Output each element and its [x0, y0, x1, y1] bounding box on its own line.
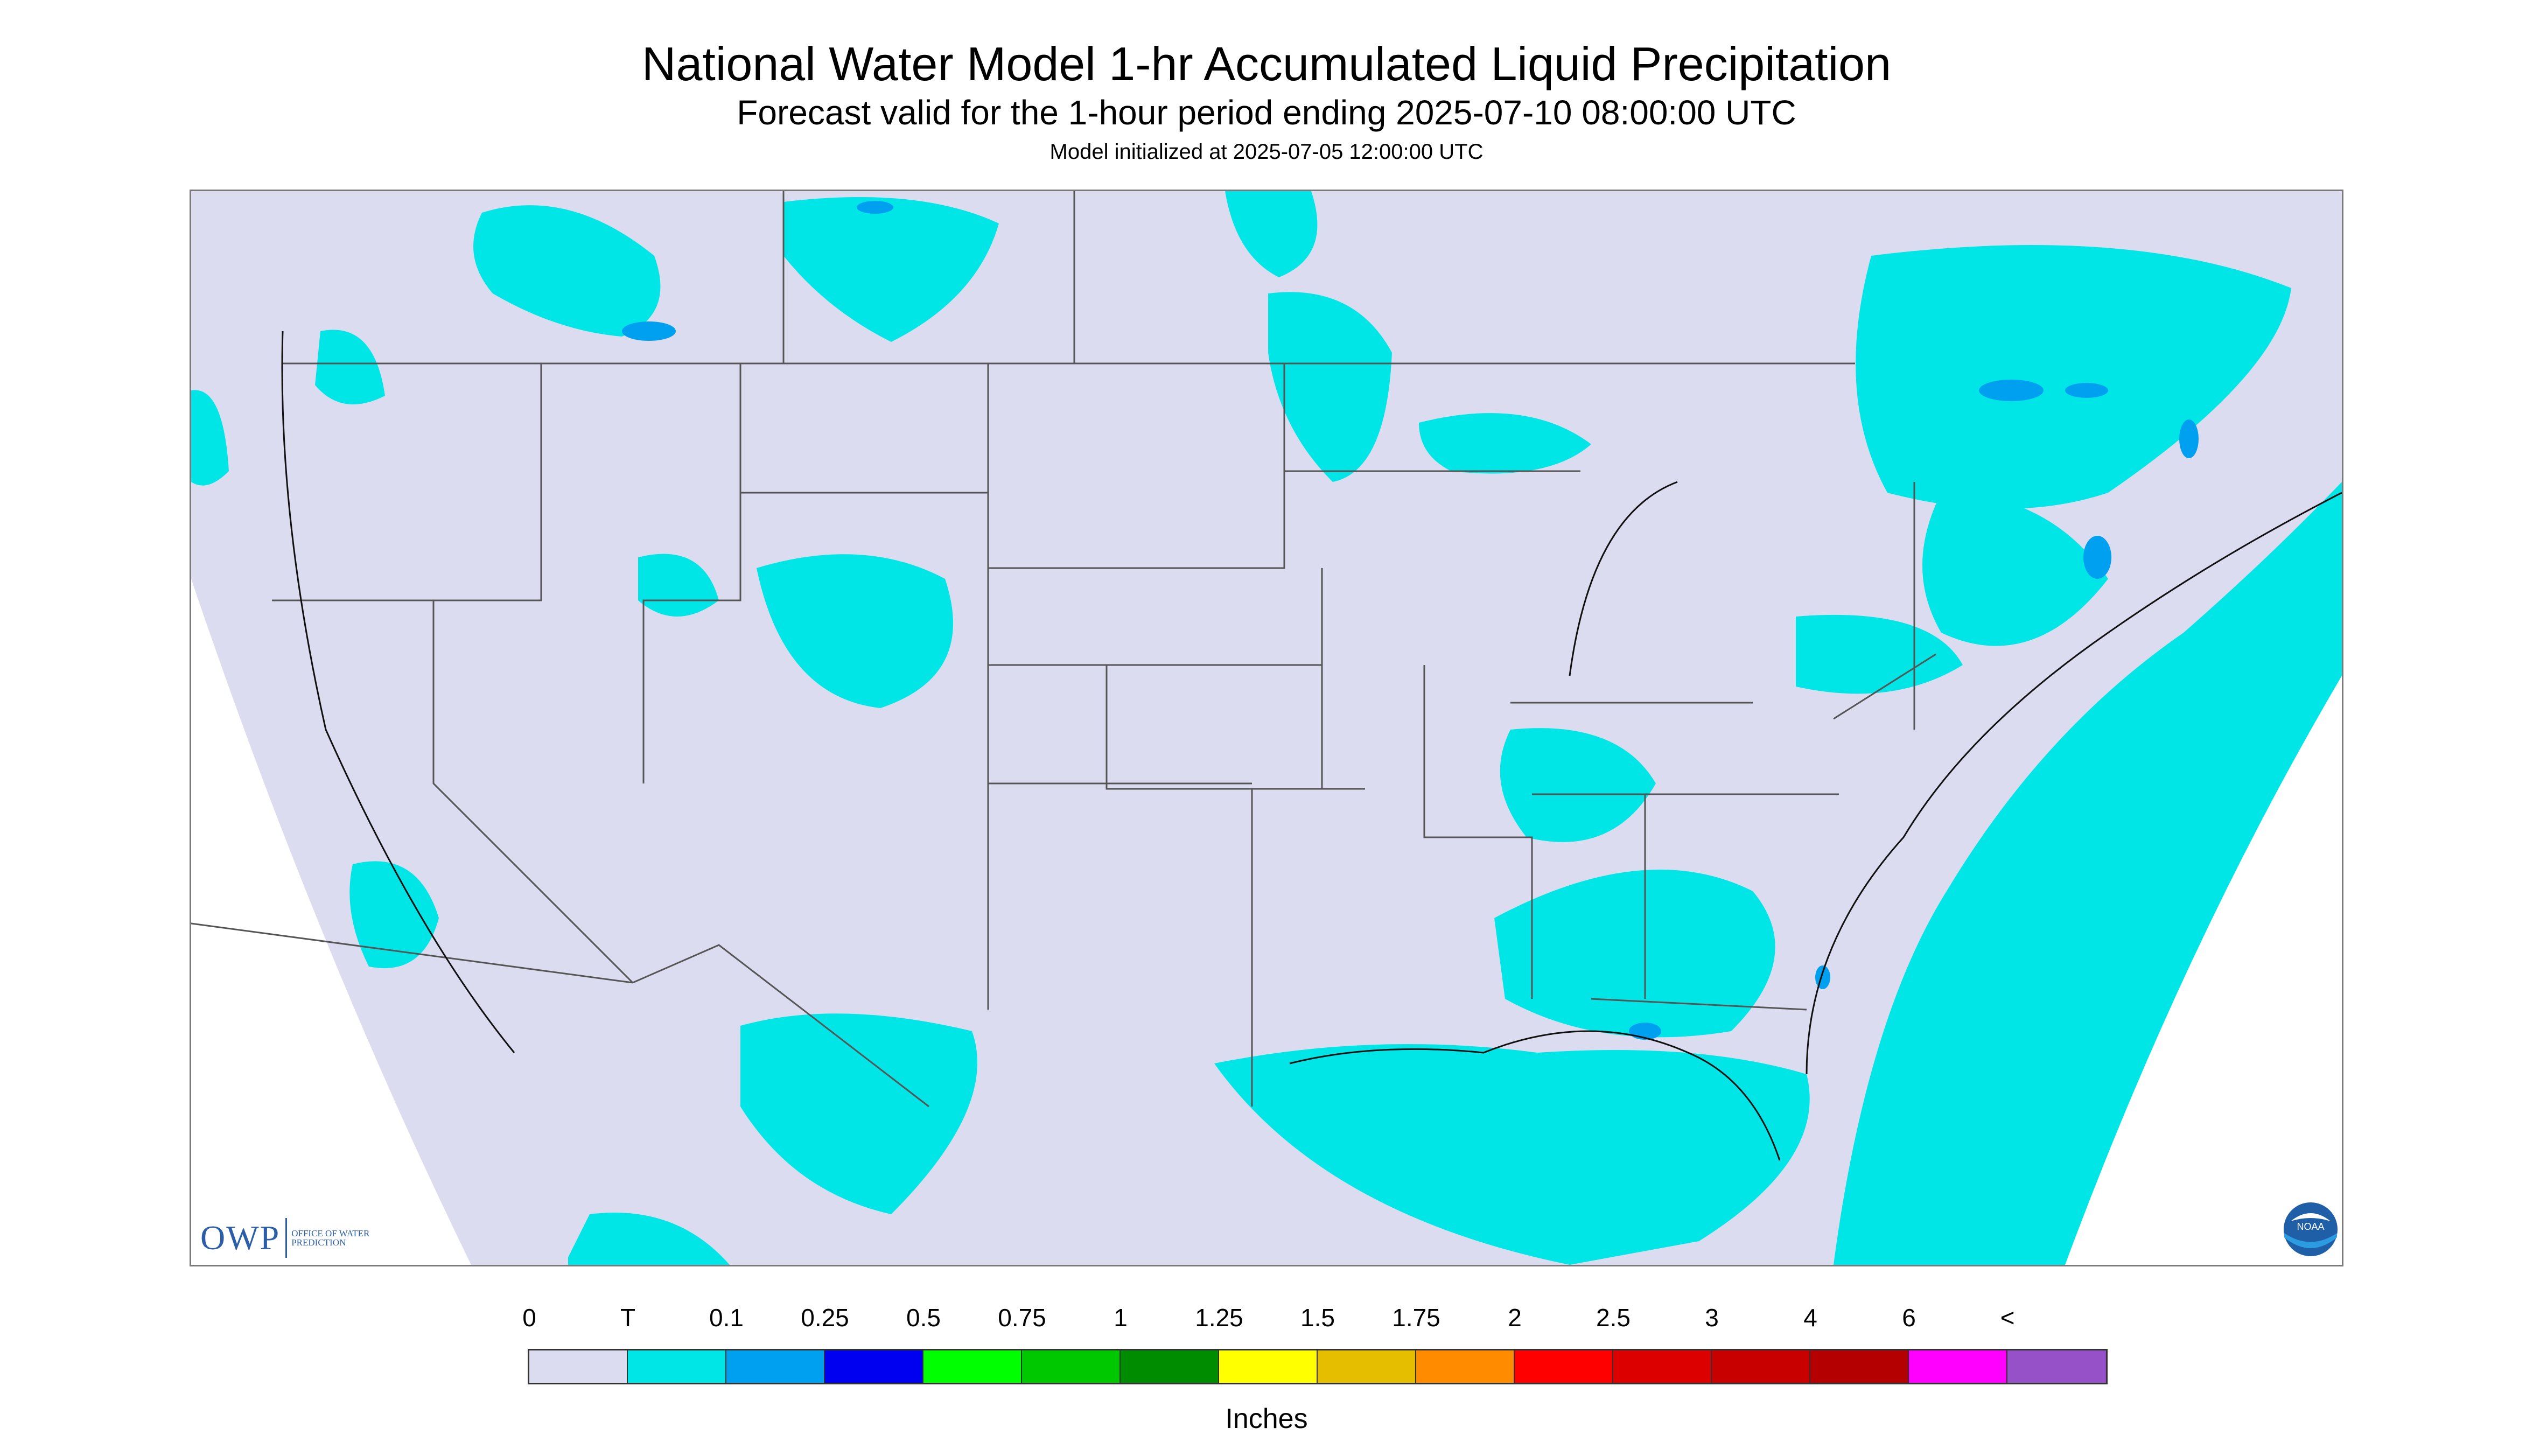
legend-tick-label: 0.25 — [801, 1304, 849, 1332]
model-domain — [191, 191, 2342, 1265]
legend-swatch — [726, 1350, 825, 1383]
noaa-text: NOAA — [2297, 1221, 2324, 1232]
coastline — [281, 331, 2342, 1161]
legend-tick-label: 1.25 — [1195, 1304, 1243, 1332]
map-subtitle: Forecast valid for the 1-hour period end… — [737, 93, 1796, 132]
legend-tick-label: 0 — [522, 1304, 536, 1332]
legend-tick-label: 0.5 — [906, 1304, 941, 1332]
owp-logo: OWP OFFICE OF WATER PREDICTION — [200, 1218, 372, 1258]
legend-tick-label: 2.5 — [1596, 1304, 1631, 1332]
owp-mark: OWP — [200, 1218, 288, 1258]
trace-precip-areas — [191, 191, 2342, 1265]
legend-swatch — [1416, 1350, 1515, 1383]
legend-units: Inches — [1225, 1403, 1308, 1434]
precipitation-map — [190, 190, 2343, 1266]
light-precip-areas — [622, 201, 2199, 1040]
legend-tick-label: 1.75 — [1392, 1304, 1440, 1332]
legend-tick-label: < — [2000, 1304, 2015, 1332]
legend-swatch — [923, 1350, 1022, 1383]
legend-tick-label: 0.75 — [998, 1304, 1046, 1332]
legend-tick-label: 4 — [1803, 1304, 1817, 1332]
legend-colorbar — [528, 1349, 2108, 1384]
boundary-lines — [191, 191, 1936, 1108]
legend-tick-label: 1 — [1114, 1304, 1128, 1332]
legend-tick-label: 3 — [1705, 1304, 1719, 1332]
legend-swatch — [1515, 1350, 1613, 1383]
map-title: National Water Model 1-hr Accumulated Li… — [641, 37, 1892, 90]
legend-swatch — [2007, 1350, 2106, 1383]
legend-tick-label: 2 — [1508, 1304, 1522, 1332]
legend-swatch — [1219, 1350, 1318, 1383]
legend-tick-label: 1.5 — [1300, 1304, 1335, 1332]
legend-swatch — [529, 1350, 628, 1383]
legend-tick-label: 0.1 — [709, 1304, 744, 1332]
legend-swatch — [1712, 1350, 1810, 1383]
legend-swatch — [1810, 1350, 1909, 1383]
legend-tick-label: 6 — [1902, 1304, 1916, 1332]
owp-text: OFFICE OF WATER PREDICTION — [291, 1228, 370, 1248]
legend-tick-label: T — [620, 1304, 636, 1332]
noaa-logo-icon: NOAA — [2282, 1200, 2340, 1258]
legend-swatch — [1613, 1350, 1712, 1383]
model-init-time: Model initialized at 2025-07-05 12:00:00… — [1049, 140, 1484, 164]
legend-swatch — [628, 1350, 726, 1383]
legend-swatch — [1121, 1350, 1219, 1383]
legend-swatch — [1909, 1350, 2007, 1383]
legend-swatch — [1318, 1350, 1416, 1383]
legend-swatch — [1022, 1350, 1121, 1383]
legend-swatch — [825, 1350, 923, 1383]
